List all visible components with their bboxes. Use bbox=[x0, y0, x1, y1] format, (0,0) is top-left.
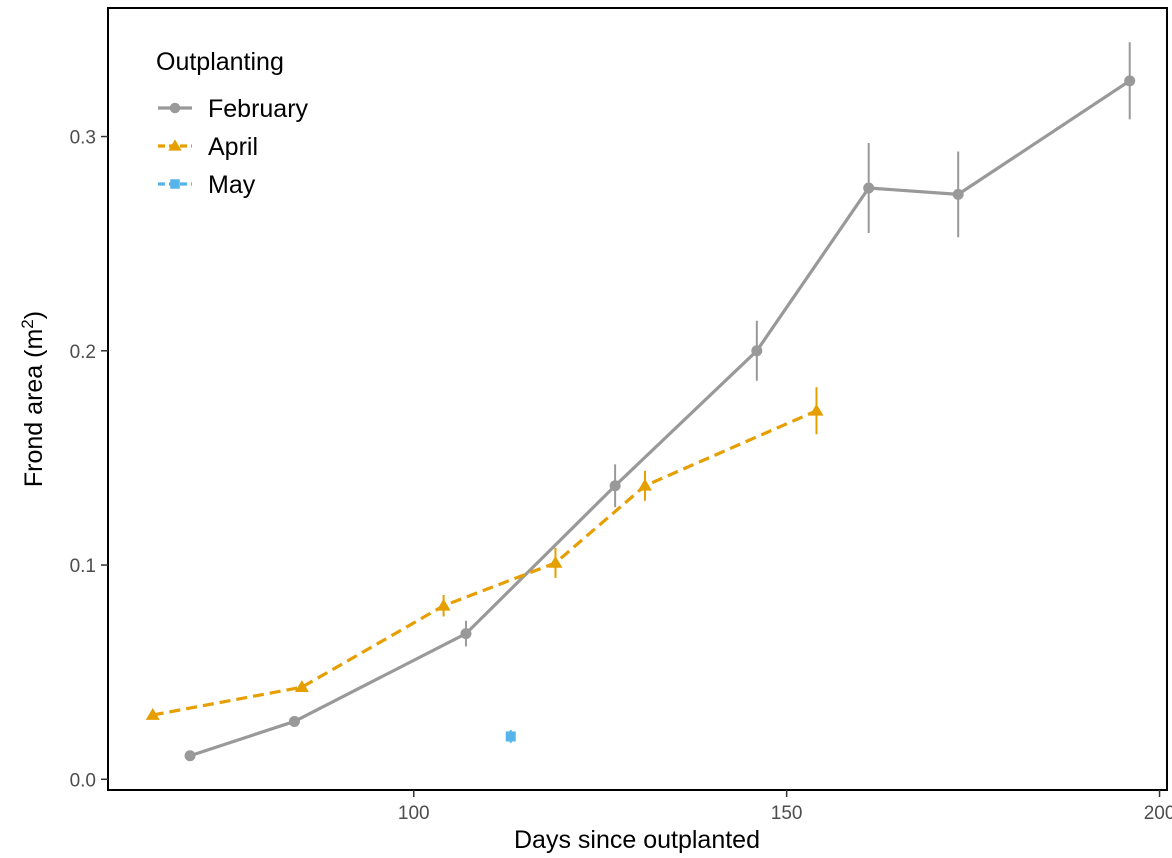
data-point bbox=[294, 680, 309, 693]
x-axis-title: Days since outplanted bbox=[514, 826, 760, 854]
data-point bbox=[145, 708, 160, 720]
data-point bbox=[288, 715, 300, 727]
y-axis-title-close: ) bbox=[20, 311, 48, 319]
data-point bbox=[809, 403, 824, 416]
data-point bbox=[609, 480, 621, 492]
y-axis-title-superscript: 2 bbox=[18, 319, 37, 328]
y-tick-label: 0.2 bbox=[70, 342, 96, 363]
y-tick-label: 0.3 bbox=[70, 128, 96, 149]
series-february bbox=[184, 42, 1136, 762]
series-layer bbox=[145, 42, 1136, 762]
data-point bbox=[751, 345, 763, 357]
legend-item-april: April bbox=[158, 133, 258, 161]
x-tick-label: 100 bbox=[398, 803, 430, 824]
legend-key-marker bbox=[170, 179, 180, 189]
series-may bbox=[505, 730, 516, 743]
legend: Outplanting February April May bbox=[156, 48, 309, 199]
legend-label: February bbox=[208, 95, 309, 123]
data-point bbox=[863, 182, 875, 194]
data-point bbox=[952, 188, 964, 200]
y-axis: 0.0 0.1 0.2 0.3 bbox=[70, 128, 108, 791]
data-point bbox=[548, 555, 563, 568]
data-point bbox=[460, 628, 472, 640]
legend-item-may: May bbox=[158, 171, 256, 199]
plot-panel-border bbox=[107, 7, 1168, 791]
x-axis: 100 150 200 bbox=[398, 790, 1172, 824]
legend-key-marker bbox=[169, 102, 181, 114]
legend-title: Outplanting bbox=[156, 48, 284, 76]
data-point bbox=[505, 731, 516, 742]
series-line bbox=[152, 409, 818, 717]
data-point bbox=[1124, 75, 1136, 87]
series-april bbox=[145, 387, 824, 720]
series-line bbox=[189, 79, 1131, 758]
x-tick-label: 150 bbox=[771, 803, 803, 824]
y-tick-label: 0.1 bbox=[70, 556, 96, 577]
data-point bbox=[637, 478, 652, 491]
data-point bbox=[184, 750, 196, 762]
legend-key-marker bbox=[168, 139, 182, 151]
legend-label: May bbox=[208, 171, 256, 199]
legend-entries: February April May bbox=[158, 95, 309, 199]
y-tick-label: 0.0 bbox=[70, 770, 96, 791]
legend-label: April bbox=[208, 133, 258, 161]
y-axis-title-text: Frond area (m bbox=[20, 329, 48, 487]
y-axis-title: Frond area (m2) bbox=[18, 311, 48, 487]
legend-item-february: February bbox=[158, 95, 309, 123]
x-tick-label: 200 bbox=[1144, 803, 1172, 824]
data-point bbox=[436, 598, 451, 611]
